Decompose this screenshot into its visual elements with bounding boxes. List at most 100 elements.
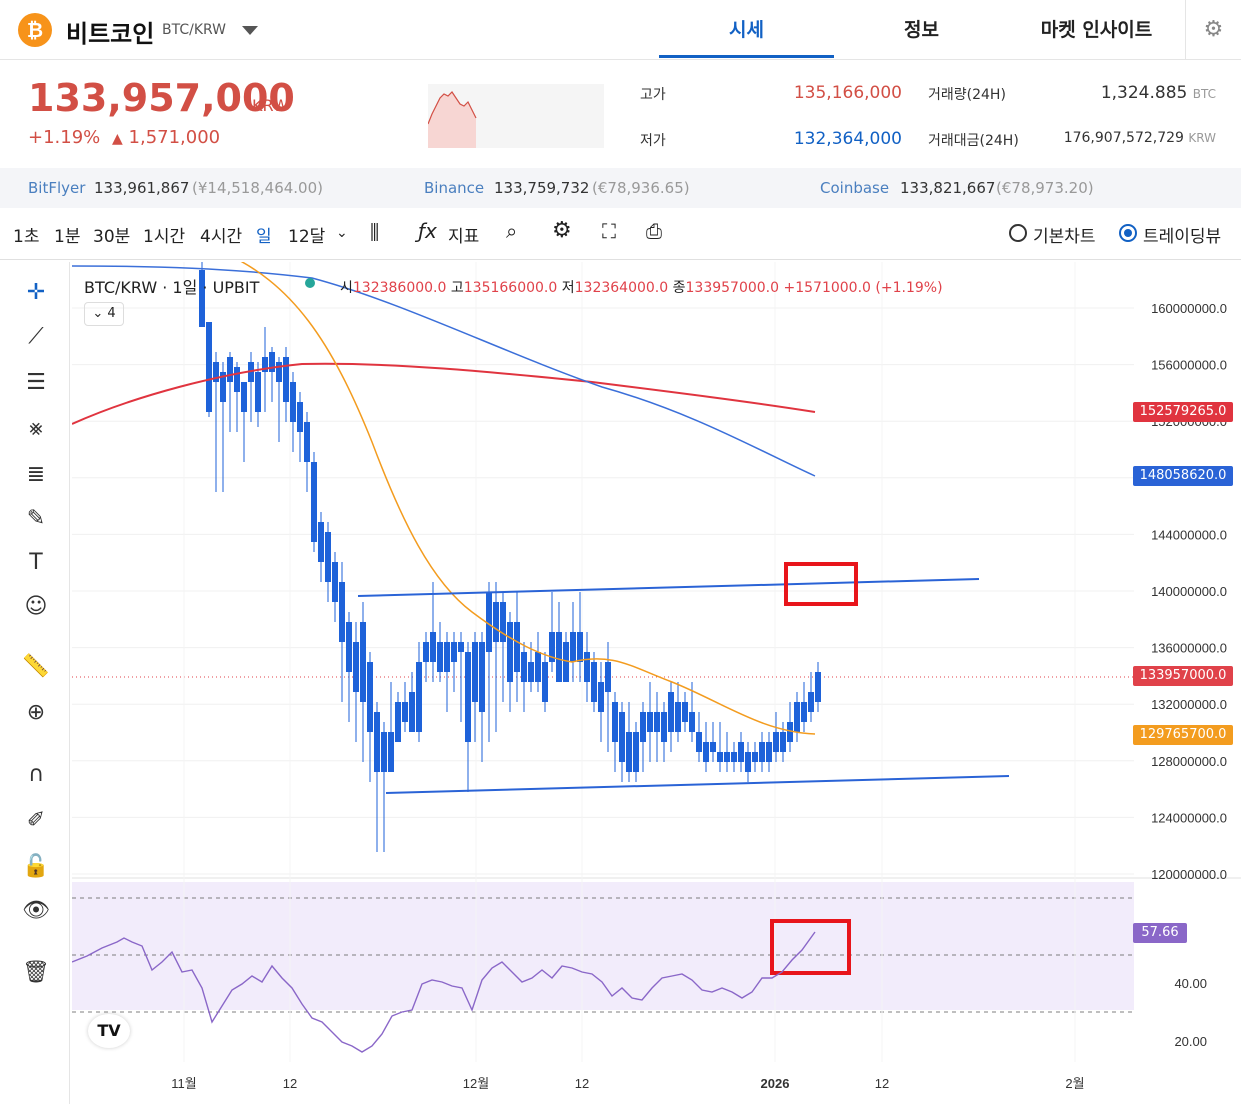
tab-price[interactable]: 시세 (659, 0, 834, 58)
lock-drawing-icon[interactable]: ✐ (26, 808, 46, 833)
crosshair-icon[interactable]: ✛ (26, 280, 46, 305)
candle-body (801, 702, 807, 722)
candle-body (451, 642, 457, 662)
coin-pair: BTC/KRW (162, 22, 227, 38)
candle-body (234, 367, 240, 392)
volume-unit: BTC (1192, 87, 1216, 101)
candle-body (794, 702, 800, 732)
exchange-sub: (€78,936.65) (592, 179, 690, 197)
indicator-label[interactable]: 지표 (448, 227, 480, 247)
basic-chart-label[interactable]: 기본차트 (1033, 227, 1096, 247)
trendline-icon[interactable]: ⟋ (28, 324, 44, 349)
exchange-bar: BitFlyer 133,961,867 (¥14,518,464.00) Bi… (0, 168, 1241, 208)
candle-body (381, 732, 387, 772)
chevron-down-icon[interactable]: ⌄ (336, 225, 348, 241)
candle-body (276, 362, 282, 382)
radio-basic-chart[interactable] (1009, 224, 1027, 242)
price-tag-last: 133957000.0 (1133, 666, 1233, 686)
candle-body (549, 632, 555, 662)
candle-body (479, 642, 485, 712)
volume-number: 1,324.885 (1100, 83, 1188, 103)
candle-body (703, 742, 709, 762)
tradingview-logo[interactable]: TV (88, 1014, 130, 1048)
fib-lines-icon[interactable]: ☰ (26, 370, 46, 395)
alert-icon[interactable]: ⌕ (506, 219, 518, 243)
candle-type-icon[interactable]: ⫼ (370, 220, 380, 244)
price-tag-ma-short: 129765700.0 (1133, 725, 1233, 745)
price-axis-label: 124000000.0 (1151, 810, 1227, 825)
radio-tradingview[interactable] (1119, 224, 1137, 242)
interval-1m[interactable]: 1분 (54, 227, 81, 247)
unlock-icon[interactable]: 🔓 (22, 854, 50, 879)
candle-body (738, 742, 744, 762)
candle-body (619, 712, 625, 762)
gear-icon[interactable]: ⚙ (552, 218, 572, 243)
eye-icon[interactable]: 👁 (22, 898, 50, 923)
candle-body (745, 752, 751, 772)
time-axis-label: 11월 (171, 1076, 196, 1091)
candle-body (444, 642, 450, 672)
current-price: 133,957,000 (28, 76, 295, 120)
change-arrow: ▲ (112, 131, 123, 147)
market-status-dot (305, 278, 315, 288)
camera-icon[interactable]: ⎙ (646, 219, 662, 243)
ruler-icon[interactable]: 📏 (22, 654, 50, 679)
price-axis-label: 120000000.0 (1151, 867, 1227, 882)
ohlc-legend: 시132386000.0 고135166000.0 저132364000.0 종… (340, 277, 943, 297)
candle-body (472, 642, 478, 702)
projection-icon[interactable]: ≣ (26, 462, 46, 487)
interval-1d[interactable]: 일 (256, 227, 272, 247)
magnet-icon[interactable]: ∩ (27, 762, 45, 787)
volume-value: 1,324.885 BTC (1040, 83, 1216, 103)
interval-30m[interactable]: 30분 (93, 227, 131, 247)
candle-body (815, 672, 821, 702)
candle-body (605, 662, 611, 692)
candle-body (465, 652, 471, 742)
chart-toolbar: 1초 1분 30분 1시간 4시간 일 12달 ⌄ ⫼ ƒx 지표 ⌕ ⚙ ⛶ … (0, 208, 1241, 260)
change-amount: 1,571,000 (128, 127, 221, 148)
interval-12mo[interactable]: 12달 (288, 227, 326, 247)
tab-info[interactable]: 정보 (904, 19, 939, 41)
interval-1h[interactable]: 1시간 (143, 227, 186, 247)
candle-body (535, 652, 541, 682)
low-value: 132,364,000 (793, 129, 902, 149)
gear-icon[interactable]: ⚙ (1185, 0, 1241, 60)
candle-body (437, 642, 443, 672)
collapse-indicators-button[interactable]: ⌄ 4 (84, 302, 124, 326)
time-axis-label: 2월 (1065, 1076, 1084, 1091)
interval-4h[interactable]: 4시간 (200, 227, 243, 247)
time-axis-label: 12 (575, 1076, 589, 1091)
candle-body (808, 692, 814, 712)
price-chart[interactable]: 160000000.0156000000.0152000000.01480000… (71, 251, 1241, 1104)
emoji-icon[interactable]: ☺ (24, 594, 48, 619)
rsi-background (72, 882, 1134, 1010)
mini-chart (427, 84, 604, 148)
trade-value-number: 176,907,572,729 (1063, 130, 1184, 146)
candle-body (353, 642, 359, 692)
brush-icon[interactable]: ✎ (26, 506, 46, 531)
candle-body (696, 732, 702, 752)
candle-body (339, 582, 345, 642)
zoom-in-icon[interactable]: ⊕ (26, 700, 46, 725)
price-axis-label: 132000000.0 (1151, 697, 1227, 712)
text-icon[interactable]: T (29, 550, 43, 575)
volume-label: 거래량(24H) (928, 87, 1006, 103)
chevron-down-icon[interactable] (242, 26, 258, 35)
pattern-icon[interactable]: ⨳ (29, 416, 43, 441)
candle-body (647, 712, 653, 732)
trash-icon[interactable]: 🗑 (22, 960, 50, 985)
interval-1s[interactable]: 1초 (13, 227, 40, 247)
low-label: 저 (561, 280, 575, 296)
candle-body (654, 712, 660, 732)
indicator-icon[interactable]: ƒx (418, 219, 437, 243)
candle-body (773, 732, 779, 752)
tradingview-label[interactable]: 트레이딩뷰 (1143, 227, 1222, 247)
chart-area[interactable]: 160000000.0156000000.0152000000.01480000… (71, 251, 1241, 1104)
candle-body (409, 692, 415, 732)
candle-body (752, 752, 758, 762)
tab-market-insight[interactable]: 마켓 인사이트 (1040, 19, 1153, 41)
fullscreen-icon[interactable]: ⛶ (602, 219, 616, 243)
time-axis-label: 12 (875, 1076, 889, 1091)
exchange-name: Binance (424, 179, 485, 197)
candle-body (311, 462, 317, 542)
